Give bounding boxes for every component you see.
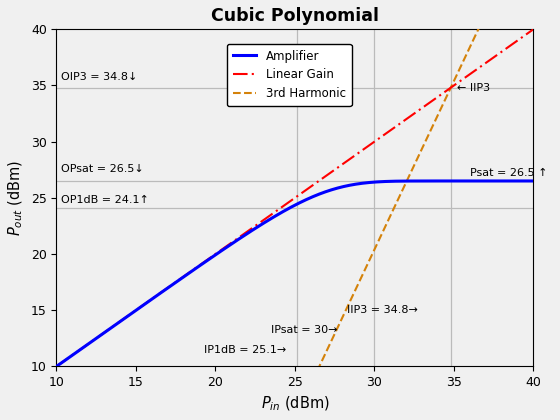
- Text: OIP3 = 34.8↓: OIP3 = 34.8↓: [61, 72, 138, 82]
- Text: IIP3 = 34.8→: IIP3 = 34.8→: [347, 304, 418, 315]
- Linear Gain: [530, 27, 537, 32]
- Legend: Amplifier, Linear Gain, 3rd Harmonic: Amplifier, Linear Gain, 3rd Harmonic: [227, 44, 352, 106]
- Linear Gain: [469, 70, 476, 75]
- X-axis label: $P_{in}$ (dBm): $P_{in}$ (dBm): [260, 395, 329, 413]
- Amplifier: [530, 178, 537, 184]
- Title: Cubic Polynomial: Cubic Polynomial: [211, 7, 379, 25]
- Linear Gain: [236, 235, 242, 240]
- Amplifier: [469, 178, 476, 184]
- Text: ← IIP3: ← IIP3: [457, 83, 490, 93]
- Linear Gain: [256, 220, 263, 225]
- Linear Gain: [108, 326, 114, 331]
- 3rd Harmonic: [469, 39, 476, 44]
- Amplifier: [236, 236, 242, 241]
- Text: OPsat = 26.5↓: OPsat = 26.5↓: [61, 164, 144, 174]
- Linear Gain: [53, 364, 60, 369]
- Amplifier: [256, 223, 263, 228]
- Text: Psat = 26.5 ↑: Psat = 26.5 ↑: [470, 168, 547, 178]
- Amplifier: [521, 178, 528, 184]
- Linear Gain: [136, 305, 143, 310]
- Text: IPsat = 30→: IPsat = 30→: [271, 325, 338, 335]
- Line: Amplifier: Amplifier: [57, 181, 534, 366]
- Amplifier: [136, 305, 143, 310]
- Line: 3rd Harmonic: 3rd Harmonic: [57, 0, 534, 420]
- Line: Linear Gain: Linear Gain: [57, 29, 534, 366]
- Amplifier: [53, 364, 60, 369]
- Amplifier: [515, 178, 522, 184]
- Text: OP1dB = 24.1↑: OP1dB = 24.1↑: [61, 194, 149, 205]
- Linear Gain: [521, 33, 528, 38]
- Y-axis label: $P_{out}$ (dBm): $P_{out}$ (dBm): [7, 160, 25, 236]
- Amplifier: [108, 326, 114, 331]
- Text: IP1dB = 25.1→: IP1dB = 25.1→: [204, 345, 287, 355]
